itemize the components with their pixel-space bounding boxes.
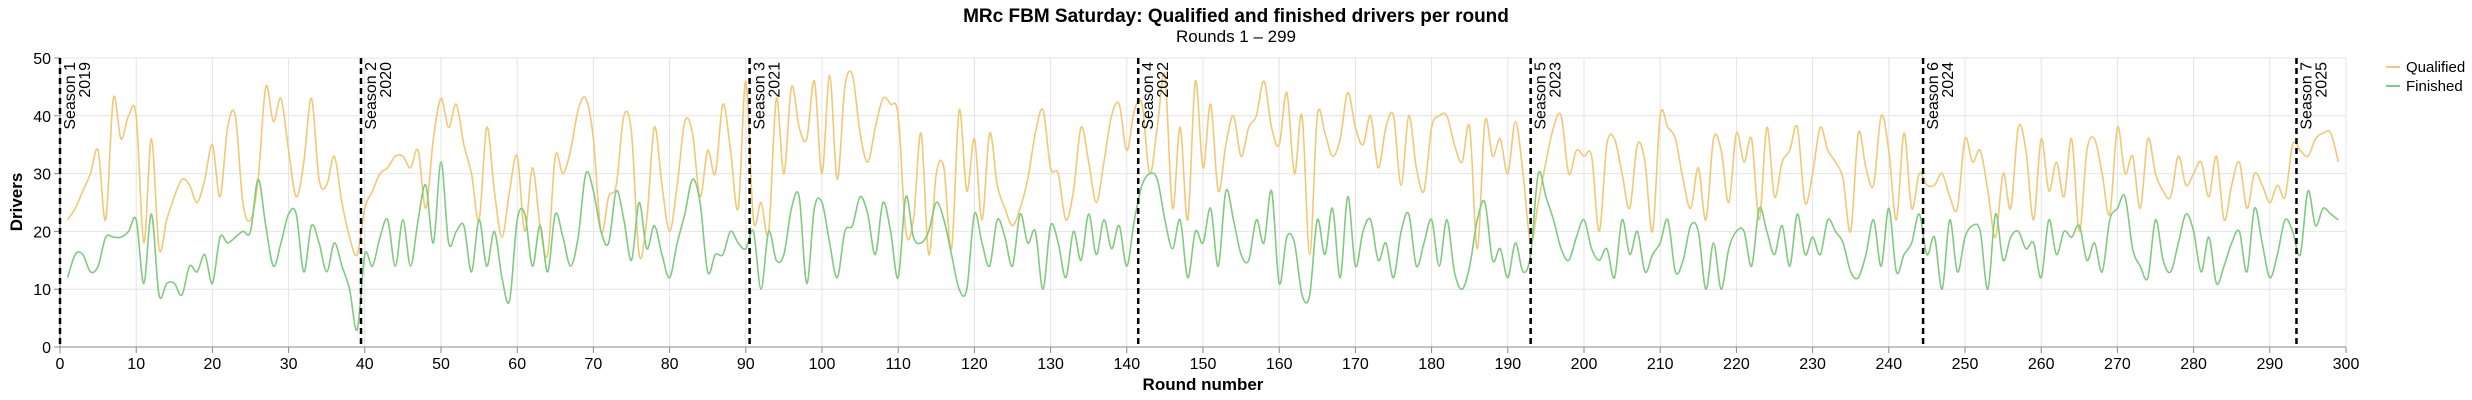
season-year: 2023 (1548, 62, 1565, 98)
season-label: Season 4 (1140, 62, 1157, 130)
x-tick-label: 160 (1266, 356, 1293, 373)
y-tick-label: 0 (42, 340, 51, 357)
y-tick-label: 20 (33, 224, 51, 241)
season-label: Season 5 (1533, 62, 1550, 130)
x-tick-label: 280 (2180, 356, 2207, 373)
x-tick-label: 200 (1571, 356, 1598, 373)
y-tick-label: 50 (33, 51, 51, 68)
x-tick-label: 230 (1799, 356, 1826, 373)
y-axis-label: Drivers (7, 173, 26, 232)
x-axis-label: Round number (1143, 375, 1264, 394)
x-tick-label: 100 (809, 356, 836, 373)
season-label: Season 2 (363, 62, 380, 130)
x-tick-label: 130 (1037, 356, 1064, 373)
x-tick-label: 180 (1418, 356, 1445, 373)
x-tick-label: 150 (1190, 356, 1217, 373)
x-tick-label: 140 (1113, 356, 1140, 373)
x-tick-label: 10 (127, 356, 145, 373)
y-tick-label: 40 (33, 109, 51, 126)
x-tick-label: 80 (661, 356, 679, 373)
season-label: Season 1 (62, 62, 79, 130)
x-tick-label: 300 (2333, 356, 2360, 373)
season-label: Season 6 (1925, 62, 1942, 130)
x-tick-label: 110 (885, 356, 911, 373)
legend-label: Qualified (2406, 59, 2465, 76)
season-year: 2025 (2313, 62, 2330, 98)
y-tick-label: 10 (33, 282, 51, 299)
x-tick-label: 60 (508, 356, 526, 373)
x-tick-label: 170 (1342, 356, 1369, 373)
season-year: 2022 (1155, 62, 1172, 98)
series-line (66, 70, 2340, 260)
x-tick-label: 90 (737, 356, 755, 373)
x-tick-label: 50 (432, 356, 450, 373)
legend-label: Finished (2406, 78, 2463, 95)
x-tick-label: 190 (1494, 356, 1521, 373)
season-year: 2021 (767, 62, 784, 98)
season-year: 2024 (1940, 62, 1957, 98)
chart-title: MRc FBM Saturday: Qualified and finished… (963, 6, 1509, 27)
x-tick-label: 270 (2104, 356, 2131, 373)
x-tick-label: 20 (204, 356, 222, 373)
season-label: Season 7 (2298, 62, 2315, 130)
x-tick-label: 250 (1952, 356, 1979, 373)
x-tick-label: 70 (585, 356, 603, 373)
season-label: Season 3 (752, 62, 769, 130)
x-tick-label: 240 (1875, 356, 1902, 373)
chart-subtitle: Rounds 1 – 299 (1176, 27, 1296, 46)
season-year: 2020 (378, 62, 395, 98)
series-line (66, 161, 2339, 331)
x-tick-label: 220 (1723, 356, 1750, 373)
x-tick-label: 40 (356, 356, 374, 373)
y-tick-label: 30 (33, 167, 51, 184)
x-tick-label: 260 (2028, 356, 2055, 373)
season-year: 2019 (77, 62, 94, 98)
x-tick-label: 0 (56, 356, 65, 373)
x-tick-label: 290 (2256, 356, 2283, 373)
x-tick-label: 30 (280, 356, 298, 373)
x-tick-label: 210 (1647, 356, 1674, 373)
x-tick-label: 120 (961, 356, 988, 373)
